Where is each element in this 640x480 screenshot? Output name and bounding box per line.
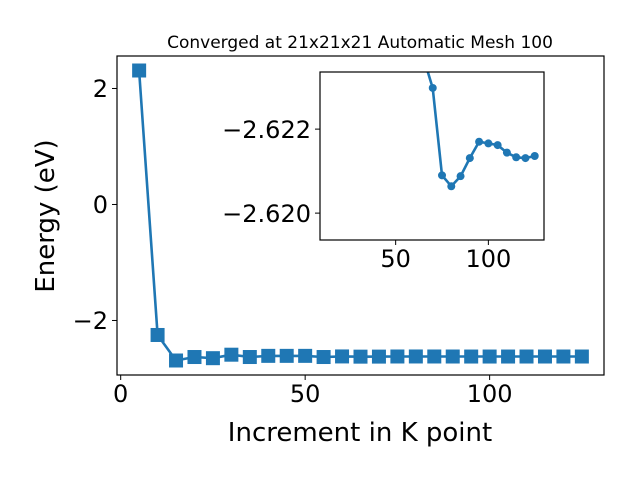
- inset-data-point: [475, 137, 484, 146]
- inset-data-point: [493, 141, 502, 150]
- main-y-tick-label: −2: [73, 307, 108, 335]
- main-data-point: [445, 349, 460, 364]
- main-x-tick-label: 50: [290, 380, 321, 408]
- inset-data-point: [447, 182, 456, 191]
- inset-data-point: [502, 148, 511, 157]
- main-data-point: [427, 349, 442, 364]
- main-data-point: [519, 349, 534, 364]
- main-data-point: [298, 348, 313, 363]
- main-data-point: [187, 350, 202, 365]
- inset-data-point: [438, 171, 447, 180]
- inset-data-point: [465, 154, 474, 163]
- inset-background: [320, 72, 544, 240]
- inset-data-point: [530, 152, 539, 160]
- inset-data: [426, 72, 539, 191]
- main-data-point: [482, 349, 497, 364]
- main-data-point: [556, 349, 571, 364]
- main-data-point: [501, 349, 516, 364]
- main-data-point: [390, 349, 405, 364]
- main-data-point: [132, 63, 147, 78]
- inset-data-point: [456, 172, 465, 181]
- chart-title: Converged at 21x21x21 Automatic Mesh 100: [167, 33, 553, 53]
- main-data-point: [335, 349, 350, 364]
- inset-x-tick-label: 50: [380, 245, 411, 273]
- main-data-point: [316, 350, 331, 365]
- main-y-tick-label: 0: [93, 191, 108, 219]
- main-data-point: [408, 349, 423, 364]
- inset-data-point: [484, 139, 493, 148]
- inset-data-point: [512, 153, 521, 162]
- inset-data-point: [521, 154, 530, 163]
- main-data: [132, 63, 589, 368]
- main-data-point: [279, 348, 294, 363]
- main-data-point: [464, 349, 479, 364]
- main-data-point: [224, 347, 239, 362]
- inset-x-tick-label: 100: [465, 245, 511, 273]
- inset-axes: 50 100 −2.622 −2.620: [222, 71, 545, 273]
- inset-y-tick-label: −2.620: [222, 200, 311, 228]
- main-data-point: [574, 349, 589, 364]
- main-data-point: [353, 349, 368, 364]
- main-data-point: [537, 349, 552, 364]
- inset-y-tick-label: −2.622: [222, 116, 311, 144]
- main-data-point: [169, 353, 184, 368]
- main-data-point: [205, 351, 220, 366]
- main-data-point: [242, 350, 257, 365]
- main-x-tick-label: 0: [113, 380, 128, 408]
- main-data-point: [371, 349, 386, 364]
- main-x-tick-label: 100: [467, 380, 513, 408]
- main-y-tick-label: 2: [93, 75, 108, 103]
- main-data-point: [261, 348, 276, 363]
- inset-data-point: [428, 83, 437, 92]
- y-axis-label: Energy (eV): [31, 139, 61, 292]
- x-axis-label: Increment in K point: [228, 418, 492, 448]
- main-data-point: [150, 327, 165, 342]
- inset-frame: [319, 71, 545, 241]
- main-frame: [116, 55, 605, 376]
